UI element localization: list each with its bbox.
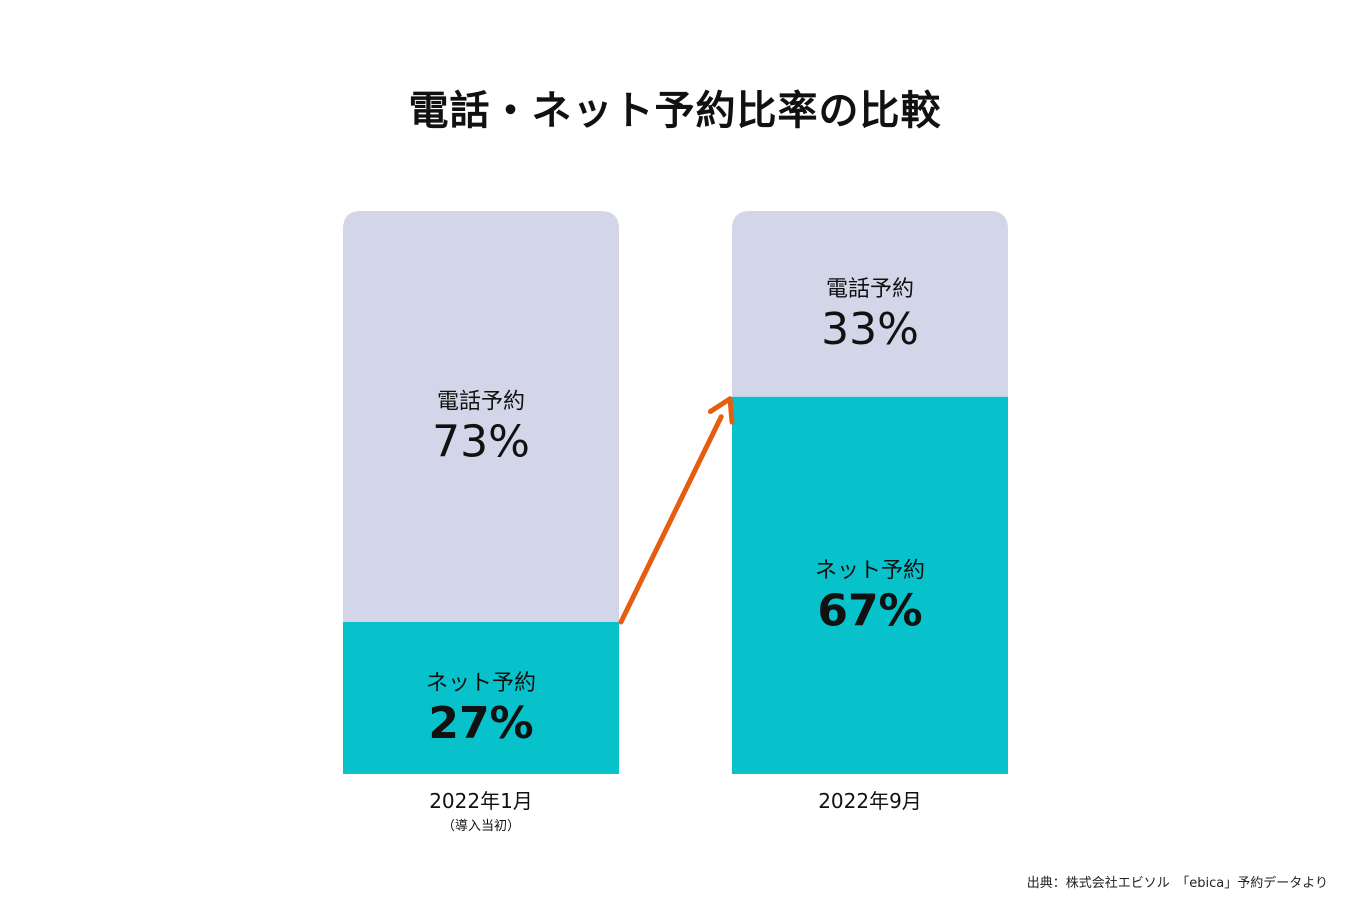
label-phone-value-2: 33% (821, 304, 919, 355)
label-net-name-1: ネット予約 (426, 671, 536, 696)
chart-title: 電話・ネット予約比率の比較 (408, 88, 942, 134)
trend-arrow-head (707, 396, 735, 425)
category-label-2: 2022年9月 (818, 789, 922, 813)
label-phone-name-1: 電話予約 (437, 389, 525, 414)
label-net-name-2: ネット予約 (815, 558, 925, 583)
category-note-1: （導入当初） (442, 819, 520, 834)
source-note: 出典：株式会社エビソル 「ebica」予約データより (1026, 876, 1328, 891)
trend-arrow-line (618, 414, 724, 625)
label-phone-value-1: 73% (432, 416, 530, 467)
bar-net-2 (732, 396, 1008, 774)
label-net-value-2: 67% (817, 585, 922, 636)
label-net-value-1: 27% (428, 698, 533, 749)
bar-phone-2 (732, 211, 1008, 397)
label-phone-name-2: 電話予約 (826, 277, 914, 302)
bar-net-1 (343, 621, 619, 774)
category-label-1: 2022年1月 (429, 789, 533, 813)
bar-phone-1 (343, 211, 619, 622)
